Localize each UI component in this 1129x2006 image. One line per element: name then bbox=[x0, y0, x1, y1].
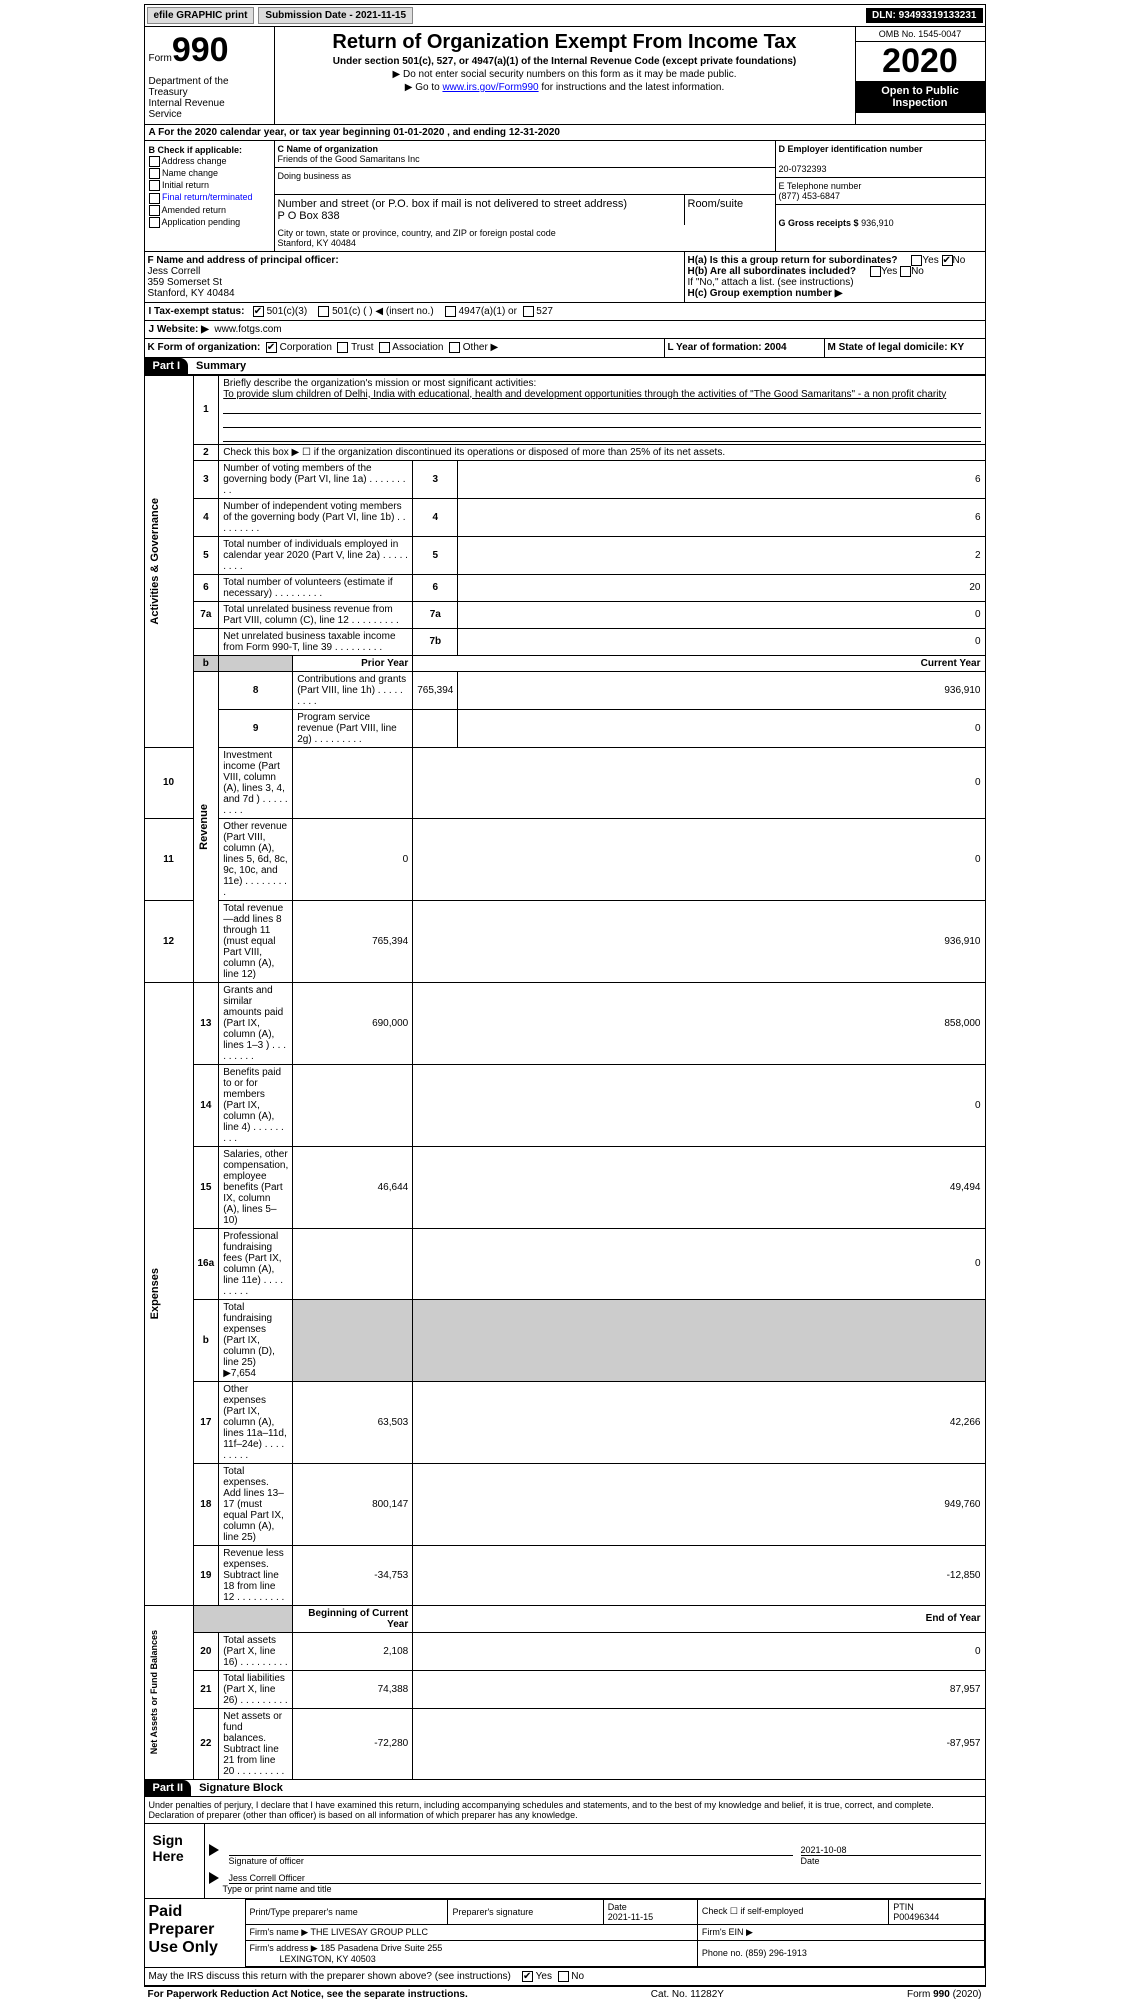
top-bar: efile GRAPHIC print Submission Date - 20… bbox=[144, 4, 986, 27]
room-suite-label: Room/suite bbox=[685, 195, 775, 225]
tax-status-row: I Tax-exempt status: 501(c)(3) 501(c) ( … bbox=[144, 303, 986, 321]
form-subtitle: Under section 501(c), 527, or 4947(a)(1)… bbox=[279, 56, 851, 67]
addr-change-check[interactable]: Address change bbox=[149, 156, 270, 167]
name-address-column: C Name of organizationFriends of the Goo… bbox=[275, 141, 775, 251]
ssn-note: ▶ Do not enter social security numbers o… bbox=[279, 69, 851, 80]
firm-ein-label: Firm's EIN ▶ bbox=[697, 1924, 984, 1940]
form-year-block: OMB No. 1545-0047 2020 Open to Public In… bbox=[855, 27, 985, 124]
dln-label: DLN: 93493319133231 bbox=[866, 8, 983, 23]
form-id-block: Form990 Department of the Treasury Inter… bbox=[145, 27, 275, 124]
corp-check[interactable] bbox=[266, 342, 277, 353]
open-to-public: Open to Public Inspection bbox=[856, 81, 985, 113]
street: P O Box 838 bbox=[278, 210, 340, 222]
dept-label: Department of the Treasury Internal Reve… bbox=[149, 76, 270, 120]
amended-return-check[interactable]: Amended return bbox=[149, 205, 270, 216]
sign-arrow-icon bbox=[209, 1844, 219, 1856]
ha-yes[interactable] bbox=[911, 255, 922, 266]
mission-text: To provide slum children of Delhi, India… bbox=[223, 389, 946, 400]
form-title-block: Return of Organization Exempt From Incom… bbox=[275, 27, 855, 124]
4947-check[interactable] bbox=[445, 306, 456, 317]
app-pending-check[interactable]: Application pending bbox=[149, 217, 270, 228]
sign-date: 2021-10-08 bbox=[801, 1845, 981, 1856]
other-check[interactable] bbox=[449, 342, 460, 353]
form-number: 990 bbox=[172, 31, 229, 69]
officer-group-row: F Name and address of principal officer:… bbox=[144, 252, 986, 303]
link-note: ▶ Go to www.irs.gov/Form990 for instruct… bbox=[279, 82, 851, 93]
side-expenses: Expenses bbox=[149, 1264, 161, 1323]
501c-check[interactable] bbox=[318, 306, 329, 317]
assoc-check[interactable] bbox=[379, 342, 390, 353]
hb-yes[interactable] bbox=[870, 266, 881, 277]
self-employed-check[interactable]: Check ☐ if self-employed bbox=[697, 1899, 888, 1924]
hb-no[interactable] bbox=[900, 266, 911, 277]
form-title: Return of Organization Exempt From Incom… bbox=[279, 31, 851, 54]
state-domicile: M State of legal domicile: KY bbox=[828, 342, 965, 353]
officer-name: Jess Correll bbox=[148, 266, 201, 277]
ptin: P00496344 bbox=[893, 1912, 939, 1922]
prep-date: 2021-11-15 bbox=[608, 1912, 653, 1922]
discuss-row: May the IRS discuss this return with the… bbox=[144, 1968, 986, 1986]
part2-bar: Part II Signature Block bbox=[144, 1780, 986, 1797]
tax-year-range: A For the 2020 calendar year, or tax yea… bbox=[144, 125, 986, 141]
final-return-check[interactable]: Final return/terminated bbox=[149, 192, 270, 203]
footer: For Paperwork Reduction Act Notice, see … bbox=[144, 1986, 986, 2002]
side-activities: Activities & Governance bbox=[149, 494, 161, 629]
firm-phone: (859) 296-1913 bbox=[745, 1948, 807, 1958]
website-row: J Website: ▶ www.fotgs.com bbox=[144, 321, 986, 339]
sign-here-block: Sign Here 2021-10-08 Signature of office… bbox=[144, 1824, 986, 1899]
part1-bar: Part I Summary bbox=[144, 358, 986, 375]
org-info-block: B Check if applicable: Address change Na… bbox=[144, 141, 986, 252]
penalty-text: Under penalties of perjury, I declare th… bbox=[144, 1797, 986, 1824]
527-check[interactable] bbox=[523, 306, 534, 317]
firm-addr2: LEXINGTON, KY 40503 bbox=[280, 1954, 376, 1964]
paid-preparer-block: Paid Preparer Use Only Print/Type prepar… bbox=[144, 1899, 986, 1968]
sign-arrow-icon bbox=[209, 1872, 219, 1884]
discuss-yes[interactable] bbox=[522, 1971, 533, 1982]
discuss-no[interactable] bbox=[558, 1971, 569, 1982]
checkbox-column: B Check if applicable: Address change Na… bbox=[145, 141, 275, 251]
website-url: www.fotgs.com bbox=[214, 324, 281, 335]
initial-return-check[interactable]: Initial return bbox=[149, 180, 270, 191]
signer-name: Jess Correll Officer bbox=[229, 1873, 981, 1884]
id-phone-column: D Employer identification number20-07323… bbox=[775, 141, 985, 251]
form-label: Form bbox=[149, 53, 172, 64]
trust-check[interactable] bbox=[337, 342, 348, 353]
efile-button[interactable]: efile GRAPHIC print bbox=[147, 7, 255, 24]
firm-addr1: 185 Pasadena Drive Suite 255 bbox=[320, 1943, 442, 1953]
name-change-check[interactable]: Name change bbox=[149, 168, 270, 179]
phone: (877) 453-6847 bbox=[779, 191, 841, 201]
omb-number: OMB No. 1545-0047 bbox=[856, 27, 985, 42]
summary-table: Activities & Governance 1 Briefly descri… bbox=[144, 375, 986, 1780]
side-netassets: Net Assets or Fund Balances bbox=[149, 1626, 159, 1758]
gross-receipts: 936,910 bbox=[861, 218, 894, 228]
501c3-check[interactable] bbox=[253, 306, 264, 317]
tax-year: 2020 bbox=[856, 42, 985, 81]
irs-link[interactable]: www.irs.gov/Form990 bbox=[442, 82, 538, 93]
form-header: Form990 Department of the Treasury Inter… bbox=[144, 27, 986, 125]
ein: 20-0732393 bbox=[779, 164, 827, 174]
year-formation: L Year of formation: 2004 bbox=[668, 342, 787, 353]
submission-date-button[interactable]: Submission Date - 2021-11-15 bbox=[258, 7, 413, 24]
side-revenue: Revenue bbox=[198, 800, 210, 854]
klm-row: K Form of organization: Corporation Trus… bbox=[144, 339, 986, 357]
firm-name: THE LIVESAY GROUP PLLC bbox=[311, 1927, 429, 1937]
city-state-zip: Stanford, KY 40484 bbox=[278, 238, 356, 248]
org-name: Friends of the Good Samaritans Inc bbox=[278, 154, 420, 164]
ha-no[interactable] bbox=[942, 255, 953, 266]
